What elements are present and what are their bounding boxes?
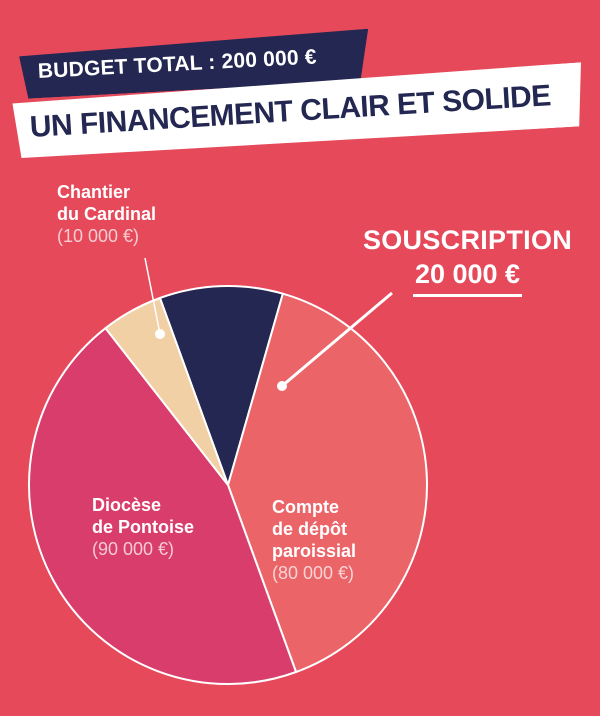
pie-slice-diocese-de-pontoise <box>28 327 298 685</box>
souscription-leader-dot <box>277 381 287 391</box>
chantier-name-line-2: du Cardinal <box>57 204 157 224</box>
compte-label: Compte de dépôt paroissial (80 000 €) <box>272 496 356 584</box>
diocese-name-line-1: Diocèse <box>92 495 162 515</box>
compte-name-line-2: de dépôt <box>272 519 347 539</box>
pie-slices <box>28 285 428 685</box>
chantier-leader-dot <box>155 329 165 339</box>
pie-slice-chantier-du-cardinal <box>104 297 229 486</box>
compte-name-line-3: paroissial <box>272 541 357 561</box>
chantier-leader-line <box>144 257 161 335</box>
diocese-label: Diocèse de Pontoise (90 000 €) <box>92 494 194 560</box>
chantier-label: Chantier du Cardinal (10 000 €) <box>57 181 156 247</box>
pie-slice-souscription <box>158 285 284 486</box>
souscription-label: SOUSCRIPTION 20 000 € <box>345 225 590 297</box>
souscription-name: SOUSCRIPTION <box>362 225 573 255</box>
chantier-value: (10 000 €) <box>57 226 140 246</box>
compte-value: (80 000 €) <box>272 563 355 583</box>
chantier-name-line-1: Chantier <box>57 182 131 202</box>
souscription-value: 20 000 € <box>412 259 523 297</box>
souscription-leader-line <box>281 291 393 388</box>
compte-name-line-1: Compte <box>272 497 339 517</box>
diocese-value: (90 000 €) <box>92 539 175 559</box>
diocese-name-line-2: de Pontoise <box>92 517 195 537</box>
